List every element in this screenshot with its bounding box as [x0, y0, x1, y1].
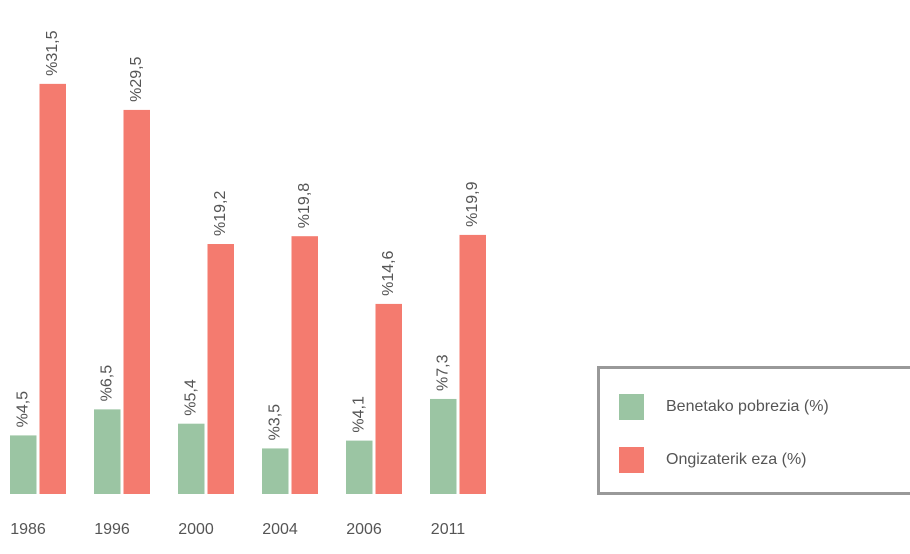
legend-swatch [619, 394, 644, 420]
bar [292, 236, 319, 494]
value-label: %4,1 [350, 396, 367, 433]
value-label: %7,3 [434, 354, 451, 391]
x-tick-label: 1986 [10, 521, 46, 538]
value-label: %19,8 [296, 183, 313, 228]
x-tick-label: 2011 [431, 521, 466, 538]
legend-label: Benetako pobrezia (%) [666, 398, 829, 415]
value-label: %29,5 [128, 56, 145, 101]
bar [178, 424, 205, 494]
bar [40, 84, 67, 494]
bar [10, 435, 37, 494]
x-tick-label: 2006 [346, 521, 382, 538]
bar [346, 441, 373, 494]
bar [262, 448, 289, 494]
value-label: %5,4 [182, 379, 199, 416]
bar [430, 399, 457, 494]
x-tick-label: 1996 [94, 521, 130, 538]
value-label: %19,2 [212, 191, 229, 236]
x-tick-label: 2004 [262, 521, 298, 538]
bar [94, 409, 121, 494]
bar [208, 244, 235, 494]
value-label: %6,5 [98, 365, 115, 402]
value-label: %31,5 [44, 30, 61, 75]
x-tick-label: 2000 [178, 521, 214, 538]
value-label: %14,6 [380, 250, 397, 295]
bar [376, 304, 403, 494]
value-label: %4,5 [14, 391, 31, 428]
legend-box [599, 368, 910, 494]
legend-label: Ongizaterik eza (%) [666, 451, 807, 468]
value-label: %3,5 [266, 404, 283, 441]
legend-swatch [619, 447, 644, 473]
bar [460, 235, 487, 494]
value-label: %19,9 [464, 181, 481, 226]
bar [124, 110, 151, 494]
